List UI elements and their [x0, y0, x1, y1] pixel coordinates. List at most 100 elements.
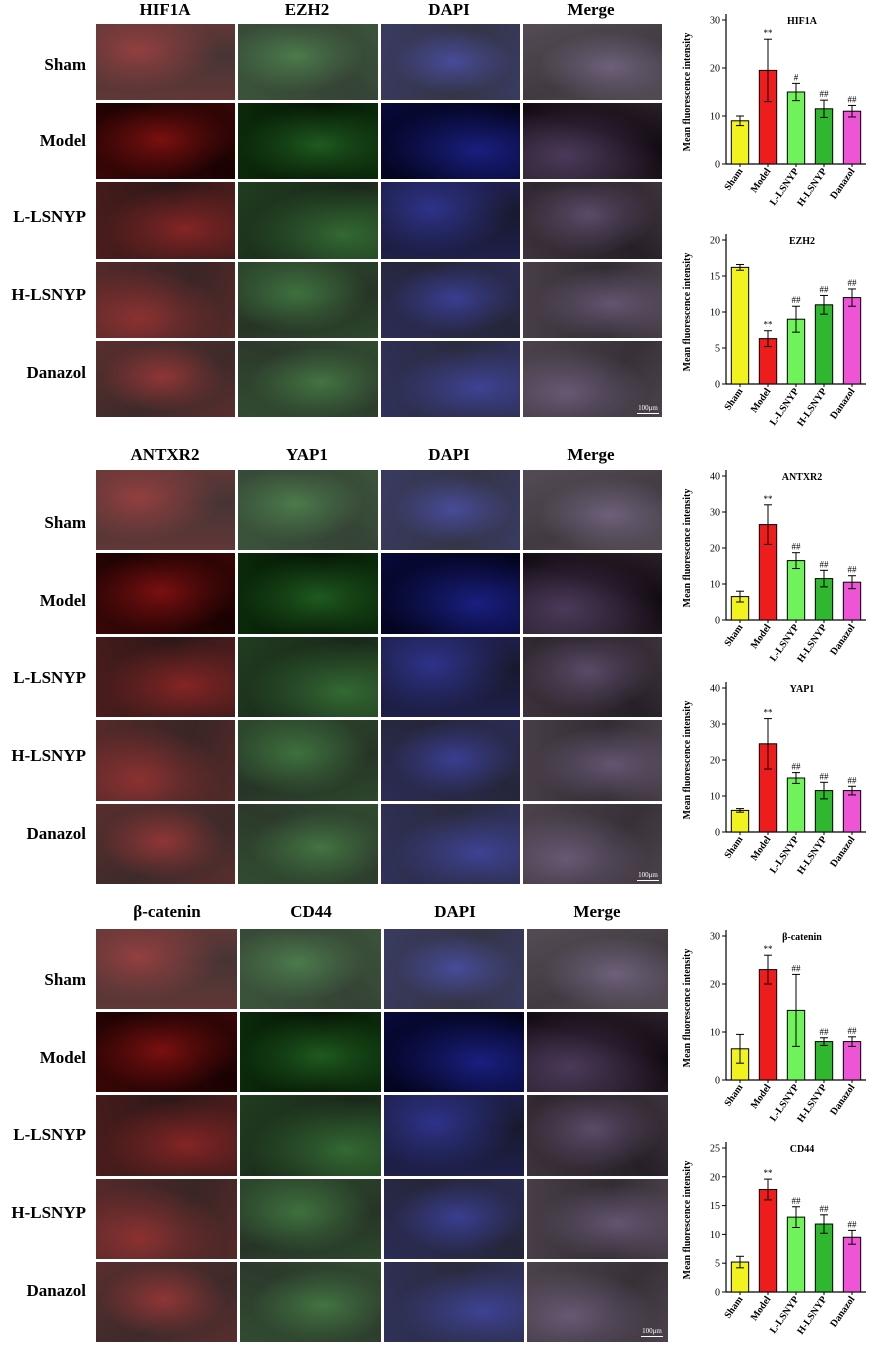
micrograph-tile: [383, 929, 525, 1010]
y-tick-label: 15: [710, 1201, 720, 1212]
significance-mark: **: [764, 494, 774, 504]
column-header: YAP1: [286, 445, 328, 464]
x-tick-label: Model: [749, 386, 774, 415]
y-tick-label: 40: [710, 684, 720, 695]
micrograph-tile: [380, 24, 520, 101]
y-tick-label: 25: [710, 1144, 720, 1155]
row-label-model: Model: [39, 1048, 86, 1067]
micrograph-tile: [527, 929, 668, 1010]
micrograph-tile: [380, 182, 520, 259]
x-tick-label: Danazol: [828, 1082, 857, 1117]
y-tick-label: 15: [710, 272, 720, 283]
bar: [786, 1216, 806, 1293]
row-label-sham: Sham: [44, 55, 86, 74]
y-tick-label: 20: [710, 236, 720, 247]
significance-mark: ##: [792, 295, 802, 305]
row-label-l-lsnyp: L-LSNYP: [13, 207, 86, 226]
column-header: HIF1A: [139, 0, 191, 19]
micrograph-tile: [522, 103, 662, 180]
chart-title: ANTXR2: [782, 472, 823, 483]
row-label-h-lsnyp: H-LSNYP: [11, 746, 86, 765]
micrograph-tile: [527, 1261, 668, 1342]
row-label-h-lsnyp: H-LSNYP: [11, 285, 86, 304]
micrograph-tile: [380, 103, 520, 180]
significance-mark: #: [794, 72, 799, 82]
y-tick-label: 30: [710, 720, 720, 731]
bar: [842, 1041, 862, 1081]
column-header: Merge: [567, 0, 615, 19]
panel-1: HIF1A EZH2 DAPI Merge Sham Model L-LSNYP…: [0, 0, 879, 420]
column-header: ANTXR2: [130, 445, 200, 464]
row-label-sham: Sham: [44, 970, 86, 989]
row-label-l-lsnyp: L-LSNYP: [13, 1125, 86, 1144]
significance-mark: **: [764, 708, 774, 718]
significance-mark: ##: [848, 1219, 858, 1229]
x-tick-label: Model: [749, 1082, 774, 1111]
scale-bar: 100μm: [637, 871, 659, 881]
bar: [730, 266, 750, 385]
y-tick-label: 0: [715, 1076, 720, 1087]
significance-mark: ##: [848, 94, 858, 104]
y-axis-label: Mean fluorescence intensity: [682, 33, 693, 152]
micrograph-tile: [96, 261, 236, 338]
micrograph-tile: [522, 720, 662, 801]
micrograph-tile: [238, 553, 378, 634]
y-tick-label: 20: [710, 544, 720, 555]
significance-mark: **: [764, 944, 774, 954]
x-tick-label: Sham: [722, 1082, 745, 1109]
micrograph-tile: [380, 261, 520, 338]
micrograph-grid: [96, 929, 668, 1342]
chart-beta-catenin: Mean fluorescence intensity β-catenin 0 10 2…: [682, 930, 866, 1125]
column-header: β-catenin: [133, 902, 201, 921]
significance-mark: ##: [848, 775, 858, 785]
column-header: DAPI: [428, 445, 470, 464]
y-axis-label: Mean fluorescence intensity: [682, 701, 693, 820]
x-tick-label: Sham: [722, 166, 745, 193]
significance-mark: ##: [792, 1196, 802, 1206]
column-header: Merge: [573, 902, 621, 921]
micrograph-tile: [238, 340, 378, 417]
bar: [786, 777, 806, 833]
x-tick-label: Sham: [722, 622, 745, 649]
bar: [758, 969, 778, 1081]
y-tick-label: 20: [710, 756, 720, 767]
y-tick-label: 0: [715, 380, 720, 391]
micrograph-tile: [238, 720, 378, 801]
bar: [814, 304, 834, 385]
y-tick-label: 30: [710, 932, 720, 943]
bar: [758, 1188, 778, 1293]
micrograph-tile: [380, 470, 520, 551]
micrograph-tile: [522, 340, 662, 417]
micrograph-tile: [96, 553, 236, 634]
panel-2: ANTXR2 YAP1 DAPI Merge Sham Model L-LSNY…: [0, 445, 879, 890]
micrograph-tile: [239, 929, 381, 1010]
significance-mark: ##: [820, 771, 830, 781]
y-tick-label: 10: [710, 308, 720, 319]
micrograph-tile: [522, 182, 662, 259]
x-tick-label: Model: [749, 166, 774, 195]
x-tick-label: Danazol: [828, 166, 857, 201]
bar: [842, 297, 862, 385]
y-tick-label: 0: [715, 160, 720, 171]
row-label-l-lsnyp: L-LSNYP: [13, 668, 86, 687]
chart-title: CD44: [790, 1144, 814, 1155]
bar: [814, 1041, 834, 1081]
panel-3: β-catenin CD44 DAPI Merge Sham Model L-L…: [0, 902, 879, 1345]
micrograph-tile: [527, 1012, 668, 1093]
y-tick-label: 5: [715, 1259, 720, 1270]
y-tick-label: 0: [715, 828, 720, 839]
x-tick-label: Danazol: [828, 386, 857, 421]
micrograph-tile: [238, 24, 378, 101]
micrograph-tile: [522, 470, 662, 551]
bar: [730, 120, 750, 165]
significance-mark: **: [764, 1168, 774, 1178]
micrograph-tile: [527, 1178, 668, 1259]
micrograph-tile: [96, 803, 236, 884]
scale-bar-label: 100μm: [642, 1327, 662, 1335]
micrograph-tile: [522, 553, 662, 634]
column-header: DAPI: [434, 902, 476, 921]
micrograph-tile: [238, 470, 378, 551]
bar: [842, 790, 862, 833]
chart-hif1a: Mean fluorescence intensity HIF1A 0 10 20 30 S…: [682, 14, 866, 209]
column-header: Merge: [567, 445, 615, 464]
